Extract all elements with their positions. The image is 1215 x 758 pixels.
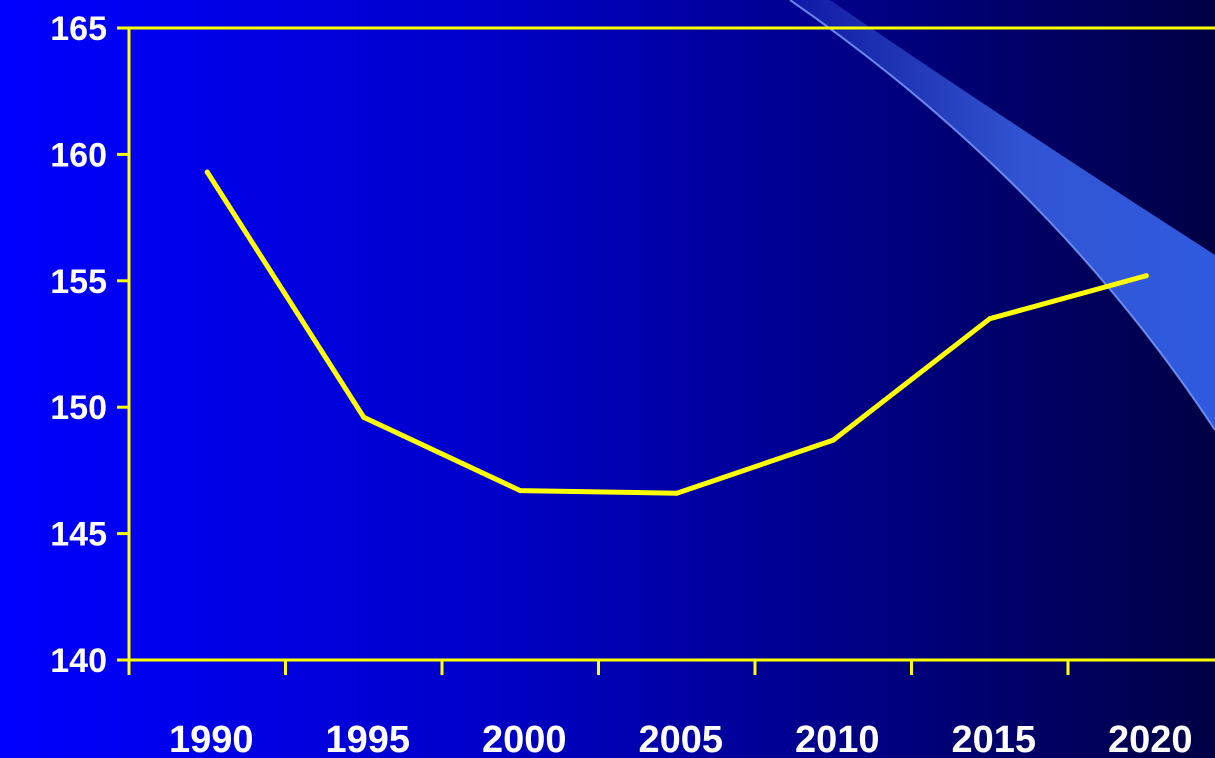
y-tick-marks (117, 26, 129, 662)
data-point (987, 316, 993, 322)
data-point (830, 437, 836, 443)
series-line (204, 169, 1149, 496)
x-tick-marks (127, 660, 1070, 675)
y-tick-label: 140 (50, 642, 107, 680)
y-tick-label: 150 (50, 389, 107, 427)
series-points (204, 169, 1149, 496)
y-tick-label: 165 (50, 10, 107, 48)
data-point (361, 414, 367, 420)
x-tick-label: 2015 (951, 719, 1036, 758)
x-tick-label: 2005 (638, 719, 723, 758)
x-tick-label: 1990 (169, 719, 254, 758)
decorative-swoosh (790, 0, 1215, 430)
x-tick-label: 2000 (482, 719, 567, 758)
data-point (517, 488, 523, 494)
data-point (204, 169, 210, 175)
y-tick-label: 145 (50, 516, 107, 554)
x-tick-label: 1995 (325, 719, 410, 758)
x-axis-labels: 1990 1995 2000 2005 2010 2015 2020 (169, 719, 1193, 758)
y-tick-label: 155 (50, 263, 107, 301)
data-point (1143, 273, 1149, 279)
data-point (674, 490, 680, 496)
x-tick-label: 2020 (1108, 719, 1193, 758)
x-tick-label: 2010 (795, 719, 880, 758)
decorative-swoosh-edge (789, 0, 1215, 431)
plot-frame (127, 26, 1215, 662)
y-axis-labels: 140 145 150 155 160 165 (50, 10, 107, 680)
y-tick-label: 160 (50, 136, 107, 174)
